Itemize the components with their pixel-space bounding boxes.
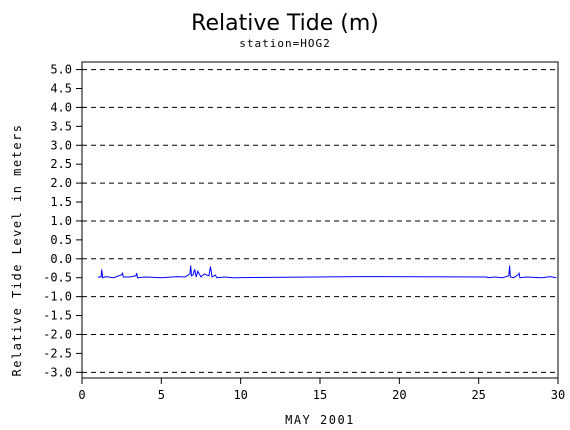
y-tick-label: -1.5 (43, 309, 72, 323)
x-tick-label: 5 (158, 388, 165, 402)
y-tick-label: 2.5 (50, 157, 72, 171)
y-axis-ticks: 5.0 4.5 4.0 3.5 3.0 2.5 2.0 1.5 1.0 0.5 0.0 -0.5 -1.… (43, 63, 82, 379)
chart-title: Relative Tide (m) (191, 11, 379, 36)
tide-series-line (97, 265, 557, 279)
x-tick-label: 30 (551, 388, 565, 402)
chart-subtitle: station=HOG2 (239, 37, 330, 50)
y-tick-label: 3.0 (50, 138, 72, 152)
y-tick-label: -1.0 (43, 290, 72, 304)
y-tick-label: 2.0 (50, 176, 72, 190)
x-tick-label: 15 (313, 388, 327, 402)
y-tick-label: 0.0 (50, 252, 72, 266)
series-line-group (97, 265, 557, 279)
x-tick-label: 20 (392, 388, 406, 402)
y-tick-label: 1.0 (50, 214, 72, 228)
x-tick-label: 25 (471, 388, 485, 402)
y-tick-label: -2.0 (43, 327, 72, 341)
y-tick-label: -0.5 (43, 271, 72, 285)
x-tick-label: 10 (233, 388, 247, 402)
y-tick-label: -2.5 (43, 346, 72, 360)
plot-frame (81, 61, 559, 379)
y-tick-label: 5.0 (50, 63, 72, 77)
y-tick-label: 4.0 (50, 100, 72, 114)
y-tick-label: -3.0 (43, 365, 72, 379)
x-tick-label: 0 (78, 388, 85, 402)
y-tick-label: 3.5 (50, 119, 72, 133)
grid-lines (82, 69, 558, 373)
y-tick-label: 4.5 (50, 81, 72, 95)
y-tick-label: 0.5 (50, 233, 72, 247)
x-axis-label: MAY 2001 (285, 413, 355, 427)
x-axis-ticks: 0 5 10 15 20 25 30 (78, 378, 565, 402)
y-tick-label: 1.5 (50, 195, 72, 209)
y-axis-label: Relative Tide Level in meters (10, 123, 24, 376)
